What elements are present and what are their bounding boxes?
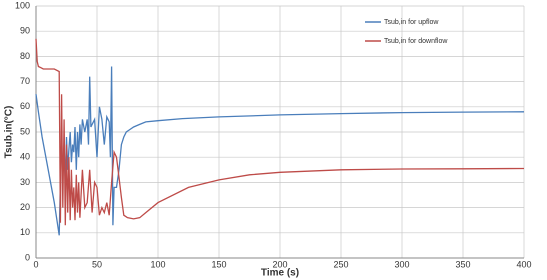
x-tick-label: 150 bbox=[211, 259, 226, 269]
y-tick-label: 100 bbox=[15, 0, 30, 10]
y-tick-label: 30 bbox=[20, 177, 30, 187]
x-tick-label: 50 bbox=[92, 259, 102, 269]
y-tick-label: 70 bbox=[20, 76, 30, 86]
x-tick-label: 100 bbox=[150, 259, 165, 269]
series-line bbox=[35, 38, 525, 226]
x-tick-label: 0 bbox=[33, 259, 38, 269]
y-tick-label: 20 bbox=[20, 202, 30, 212]
y-tick-label: 60 bbox=[20, 101, 30, 111]
y-tick-label: 50 bbox=[20, 126, 30, 136]
x-tick-label: 350 bbox=[455, 259, 470, 269]
x-tick-label: 300 bbox=[394, 259, 409, 269]
y-tick-label: 80 bbox=[20, 51, 30, 61]
legend-label: Tsub,in for upflow bbox=[384, 19, 439, 26]
x-tick-label: 400 bbox=[516, 259, 531, 269]
y-tick-label: 40 bbox=[20, 152, 30, 162]
legend-label: Tsub,in for downflow bbox=[384, 38, 448, 45]
y-tick-label: 10 bbox=[20, 227, 30, 237]
x-axis-title: Time (s) bbox=[261, 268, 299, 279]
y-axis-title: Tsub,in(°C) bbox=[4, 106, 15, 159]
x-tick-label: 250 bbox=[333, 259, 348, 269]
x-tick-label: 200 bbox=[272, 259, 287, 269]
y-tick-label: 0 bbox=[25, 252, 30, 262]
y-tick-label: 90 bbox=[20, 26, 30, 36]
